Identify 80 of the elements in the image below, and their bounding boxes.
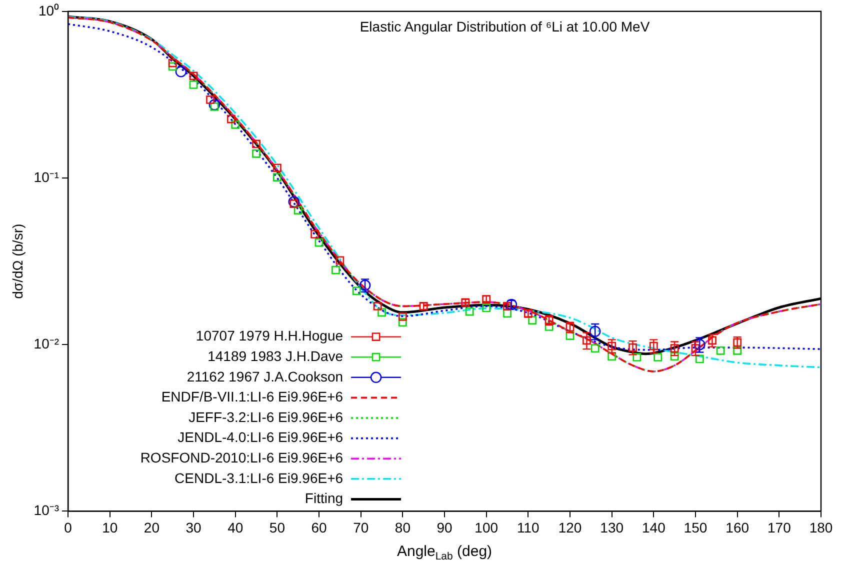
y-axis-title: dσ/dΩ (b/sr) <box>9 224 26 299</box>
x-tick-label: 50 <box>269 519 286 536</box>
point <box>288 196 300 208</box>
point <box>294 206 302 214</box>
x-tick-label: 140 <box>642 519 666 536</box>
point <box>670 352 679 361</box>
x-tick-label: 60 <box>311 519 328 536</box>
point <box>691 344 700 352</box>
point <box>252 140 260 148</box>
x-tick-label: 180 <box>809 519 833 536</box>
point <box>590 344 600 352</box>
x-tick-label: 40 <box>228 519 244 536</box>
x-tick-label: 0 <box>64 519 72 536</box>
x-tick-label: 20 <box>144 519 160 536</box>
legend-label: JEFF-3.2:LI-6 Ei9.96E+6 <box>188 408 344 425</box>
point <box>352 286 361 296</box>
legend-label: ROSFOND-2010:LI-6 Ei9.96E+6 <box>140 449 344 466</box>
point <box>332 266 340 274</box>
point <box>465 307 474 316</box>
point <box>189 72 198 80</box>
legend-label: 14189 1983 J.H.Dave <box>208 348 344 364</box>
point <box>231 120 240 129</box>
x-tick-label: 170 <box>767 519 792 536</box>
point <box>208 99 220 110</box>
point <box>544 322 554 331</box>
point <box>373 302 382 310</box>
point <box>503 309 512 318</box>
legend-label: CENDL-3.1:LI-6 Ei9.96E+6 <box>174 470 344 486</box>
point <box>628 343 637 352</box>
point <box>273 164 282 172</box>
point <box>273 173 282 182</box>
point <box>189 80 198 89</box>
x-tick-label: 160 <box>726 519 750 536</box>
point <box>378 308 386 317</box>
point <box>168 58 177 68</box>
point <box>314 238 324 247</box>
point <box>482 304 491 312</box>
legend-label: Fitting <box>304 490 344 506</box>
point <box>670 344 679 352</box>
point <box>654 353 662 362</box>
x-tick-label: 100 <box>474 519 498 536</box>
point <box>252 149 260 158</box>
point <box>716 346 725 355</box>
point <box>168 62 177 71</box>
legend-label: 10707 1979 H.H.Hogue <box>196 328 344 344</box>
x-tick-label: 110 <box>517 519 540 536</box>
point <box>290 200 298 208</box>
point <box>310 230 320 238</box>
legend-label: JENDL-4.0:LI-6 Ei9.96E+6 <box>178 429 344 446</box>
x-tick-label: 90 <box>436 519 453 536</box>
x-tick-label: 70 <box>353 519 369 536</box>
x-tick-label: 10 <box>102 519 118 536</box>
point <box>632 353 642 362</box>
point <box>608 352 616 361</box>
point <box>226 114 236 124</box>
x-tick-label: 150 <box>684 519 708 536</box>
y-tick-label: 10⁻¹ <box>34 168 60 185</box>
x-tick-label: 120 <box>558 519 582 536</box>
point <box>694 338 706 350</box>
point <box>175 66 187 78</box>
legend-label: 21162 1967 J.A.Cookson <box>186 368 344 384</box>
point <box>589 326 601 338</box>
y-tick-label: 10⁻² <box>34 335 60 352</box>
point <box>528 316 537 324</box>
point <box>398 318 407 327</box>
point <box>210 102 219 111</box>
point <box>566 332 574 340</box>
legend-label: ENDF/B-VII.1:LI-6 Ei9.96E+6 <box>161 388 344 405</box>
x-tick-label: 80 <box>394 519 411 536</box>
point <box>582 336 591 345</box>
y-tick-label: 10⁻³ <box>34 502 60 518</box>
x-tick-label: 30 <box>186 519 202 536</box>
point <box>696 354 704 364</box>
point <box>398 312 407 321</box>
y-tick-label: 10⁰ <box>38 2 60 18</box>
point <box>206 96 214 104</box>
text: Elastic Angular Distribution of ⁶Li at 10.00 MeV <box>360 18 650 34</box>
point <box>336 256 344 265</box>
point <box>733 346 742 355</box>
x-tick-label: 130 <box>600 519 624 536</box>
